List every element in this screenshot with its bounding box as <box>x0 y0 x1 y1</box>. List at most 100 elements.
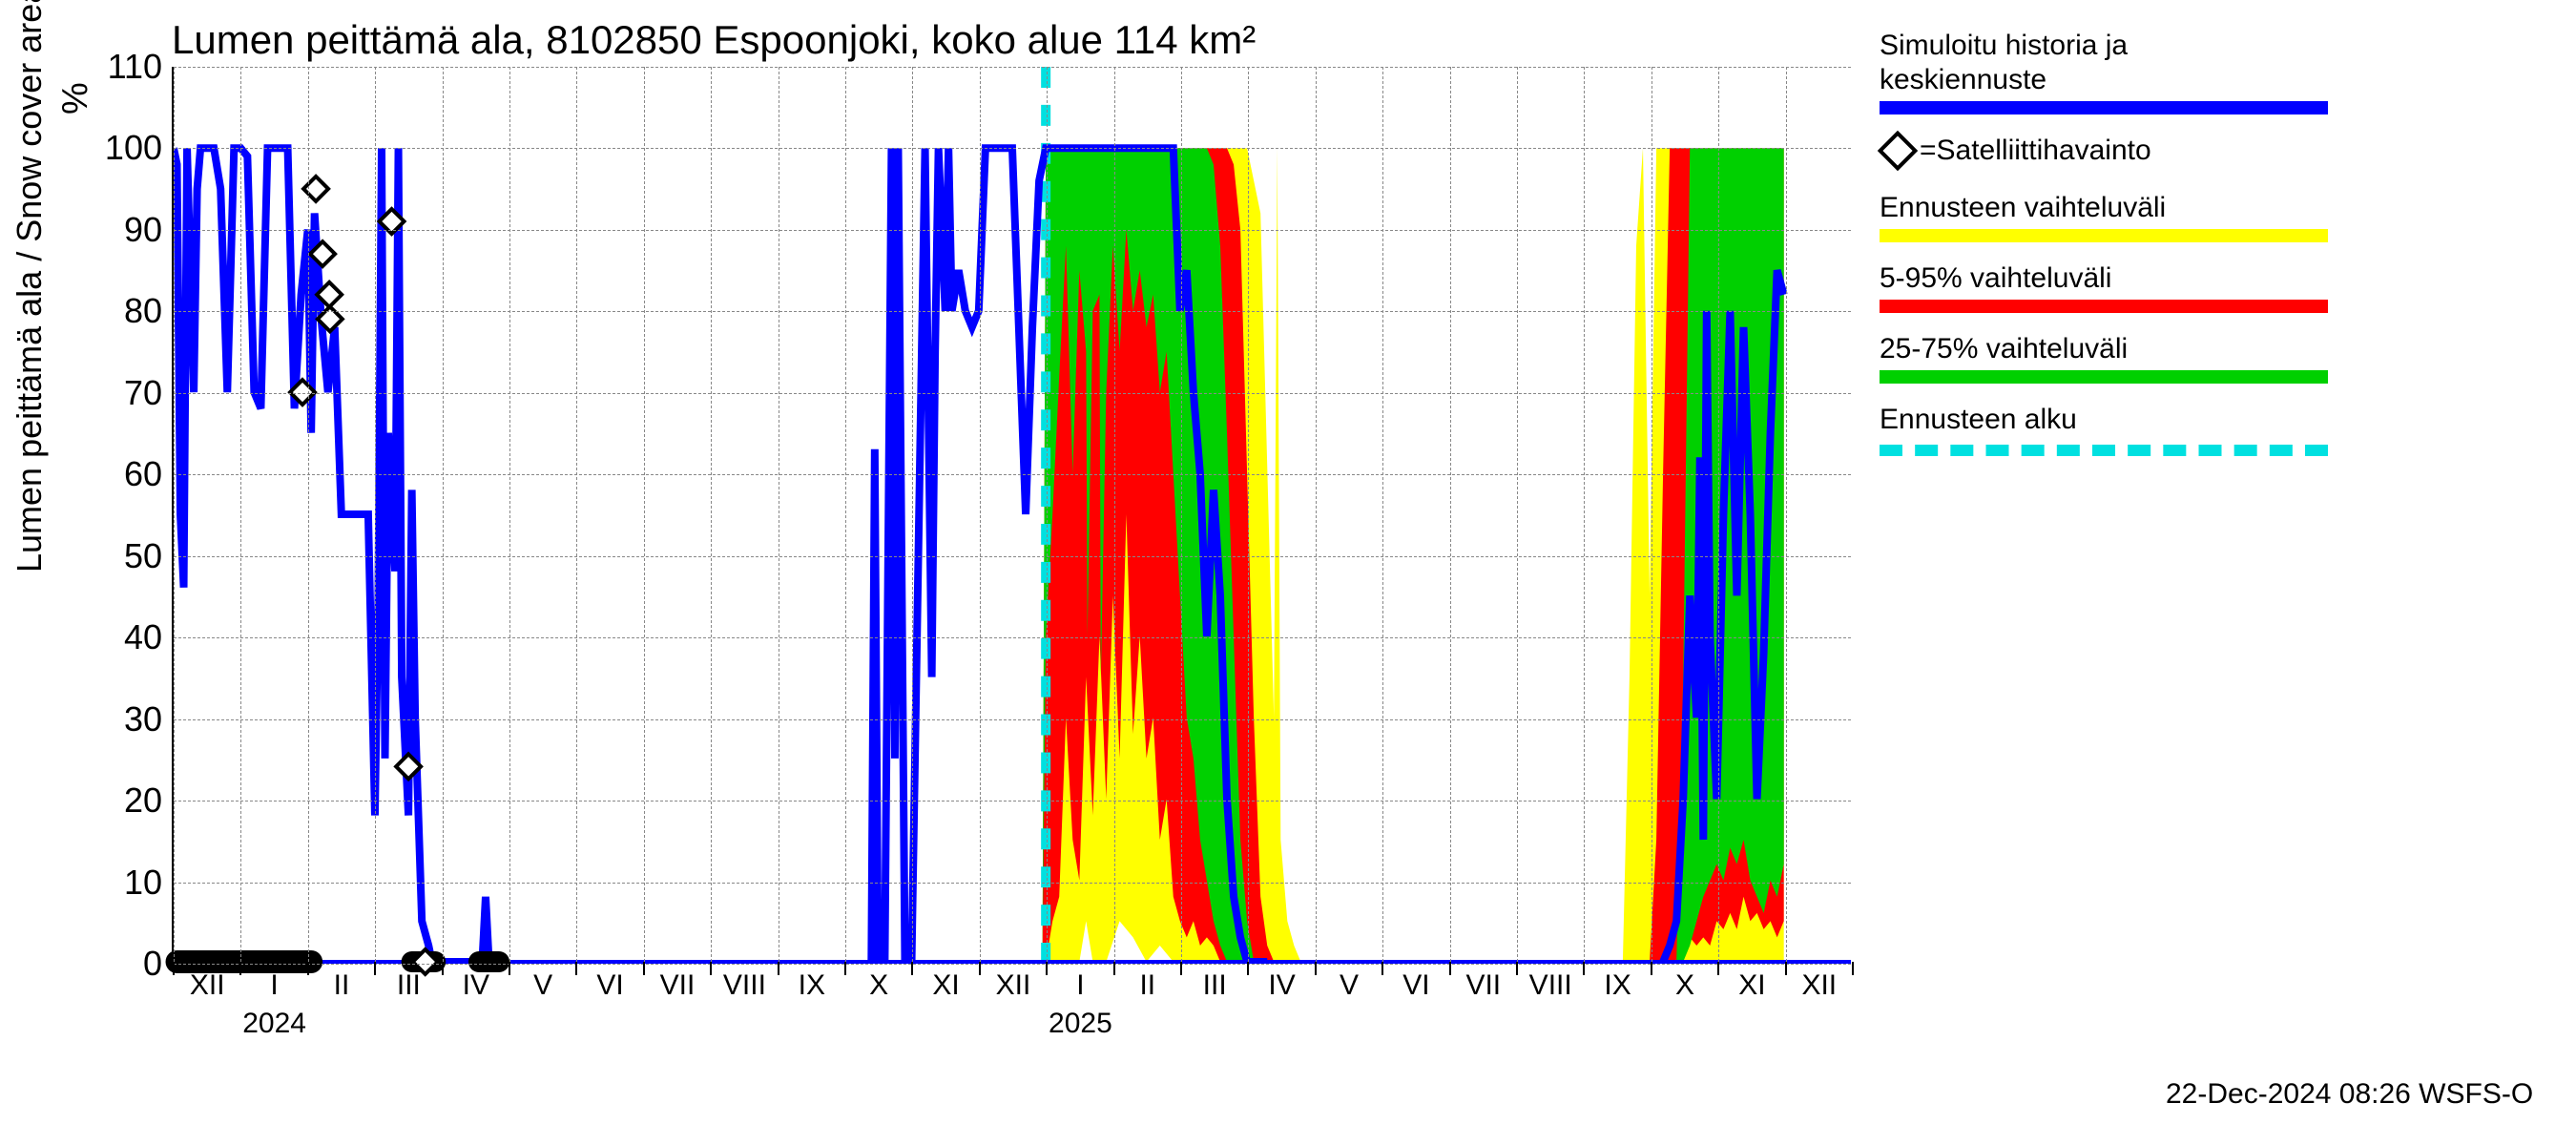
x-tick-mark <box>374 962 376 975</box>
x-tick-mark <box>844 962 846 975</box>
legend-label: =Satelliittihavainto <box>1920 134 2151 168</box>
gridline-h <box>174 230 1851 231</box>
gridline-v <box>443 67 444 962</box>
chart-title: Lumen peittämä ala, 8102850 Espoonjoki, … <box>172 17 1256 63</box>
x-tick-label: IV <box>463 969 489 1002</box>
legend-dash-swatch <box>1880 445 2328 456</box>
x-tick-label: II <box>1139 969 1155 1002</box>
x-tick-label: III <box>1203 969 1227 1002</box>
gridline-v <box>845 67 846 962</box>
gridline-h <box>174 964 1851 965</box>
gridline-h <box>174 393 1851 394</box>
x-tick-label: XII <box>996 969 1031 1002</box>
legend-color-swatch <box>1880 101 2328 114</box>
timestamp-label: 22-Dec-2024 08:26 WSFS-O <box>2166 1078 2533 1111</box>
x-tick-label: VIII <box>1529 969 1572 1002</box>
x-tick-label: IX <box>799 969 825 1002</box>
gridline-v <box>1450 67 1451 962</box>
x-tick-label: VII <box>1465 969 1501 1002</box>
data-svg <box>174 67 1851 962</box>
legend-item: =Satelliittihavainto <box>1880 134 2547 185</box>
y-tick-label: 0 <box>143 944 162 984</box>
gridline-v <box>980 67 981 962</box>
x-tick-label: VI <box>1402 969 1429 1002</box>
gridline-v <box>1382 67 1383 962</box>
legend-label: Simuloitu historia ja keskiennuste <box>1880 29 2547 97</box>
y-tick-label: 70 <box>124 373 162 413</box>
x-tick-mark <box>710 962 712 975</box>
x-tick-mark <box>1113 962 1115 975</box>
gridline-v <box>509 67 510 962</box>
x-tick-label: II <box>334 969 350 1002</box>
gridline-h <box>174 311 1851 312</box>
x-tick-label: IX <box>1604 969 1631 1002</box>
gridline-v <box>174 67 175 962</box>
gridline-v <box>375 67 376 962</box>
x-year-label: 2024 <box>242 1008 306 1040</box>
gridline-h <box>174 556 1851 557</box>
x-tick-mark <box>778 962 779 975</box>
y-axis-unit: % <box>55 82 96 114</box>
chart-container: Lumen peittämä ala, 8102850 Espoonjoki, … <box>0 0 2576 1145</box>
x-tick-mark <box>1180 962 1182 975</box>
x-tick-mark <box>1583 962 1585 975</box>
y-axis-label: Lumen peittämä ala / Snow cover area <box>10 0 50 572</box>
gridline-v <box>240 67 241 962</box>
y-tick-label: 90 <box>124 210 162 250</box>
gridline-v <box>1047 67 1048 962</box>
x-tick-label: III <box>397 969 421 1002</box>
gridline-v <box>1517 67 1518 962</box>
x-tick-mark <box>1046 962 1048 975</box>
gridline-h <box>174 883 1851 884</box>
x-tick-mark <box>1315 962 1317 975</box>
gridline-v <box>1584 67 1585 962</box>
x-tick-mark <box>442 962 444 975</box>
x-tick-mark <box>1717 962 1719 975</box>
y-tick-label: 30 <box>124 699 162 739</box>
gridline-h <box>174 719 1851 720</box>
x-tick-label: IV <box>1268 969 1295 1002</box>
x-tick-label: XII <box>190 969 225 1002</box>
x-tick-label: VII <box>660 969 696 1002</box>
y-tick-label: 40 <box>124 617 162 657</box>
gridline-v <box>1316 67 1317 962</box>
legend-color-swatch <box>1880 300 2328 313</box>
x-tick-mark <box>509 962 510 975</box>
legend-label: Ennusteen alku <box>1880 403 2547 437</box>
plot-area: 0102030405060708090100110XIIIIIIIIIVVVIV… <box>172 67 1851 964</box>
legend: Simuloitu historia ja keskiennuste =Satel… <box>1880 29 2547 475</box>
legend-marker-row: =Satelliittihavainto <box>1880 134 2547 168</box>
gridline-v <box>912 67 913 962</box>
x-tick-mark <box>1381 962 1383 975</box>
y-tick-label: 100 <box>105 128 162 168</box>
x-tick-label: I <box>1076 969 1084 1002</box>
x-tick-mark <box>173 962 175 975</box>
legend-label: 25-75% vaihteluväli <box>1880 332 2547 366</box>
x-tick-label: XI <box>932 969 959 1002</box>
x-tick-label: I <box>270 969 278 1002</box>
legend-label: Ennusteen vaihteluväli <box>1880 191 2547 225</box>
x-tick-mark <box>1651 962 1652 975</box>
gridline-h <box>174 801 1851 802</box>
y-tick-label: 80 <box>124 291 162 331</box>
x-tick-mark <box>911 962 913 975</box>
legend-label: 5-95% vaihteluväli <box>1880 261 2547 296</box>
legend-color-swatch <box>1880 370 2328 384</box>
x-tick-mark <box>1852 962 1854 975</box>
gridline-v <box>1248 67 1249 962</box>
x-tick-mark <box>979 962 981 975</box>
x-tick-label: X <box>1675 969 1694 1002</box>
gridline-v <box>308 67 309 962</box>
gridline-h <box>174 148 1851 149</box>
x-tick-mark <box>1449 962 1451 975</box>
y-tick-label: 10 <box>124 863 162 903</box>
gridline-v <box>711 67 712 962</box>
x-tick-mark <box>1785 962 1787 975</box>
x-tick-label: V <box>533 969 552 1002</box>
legend-item: Ennusteen alku <box>1880 403 2547 469</box>
x-tick-mark <box>1247 962 1249 975</box>
diamond-icon <box>1878 131 1918 171</box>
sim-history-line <box>174 148 496 962</box>
legend-item: Ennusteen vaihteluväli <box>1880 191 2547 256</box>
gridline-h <box>174 637 1851 638</box>
